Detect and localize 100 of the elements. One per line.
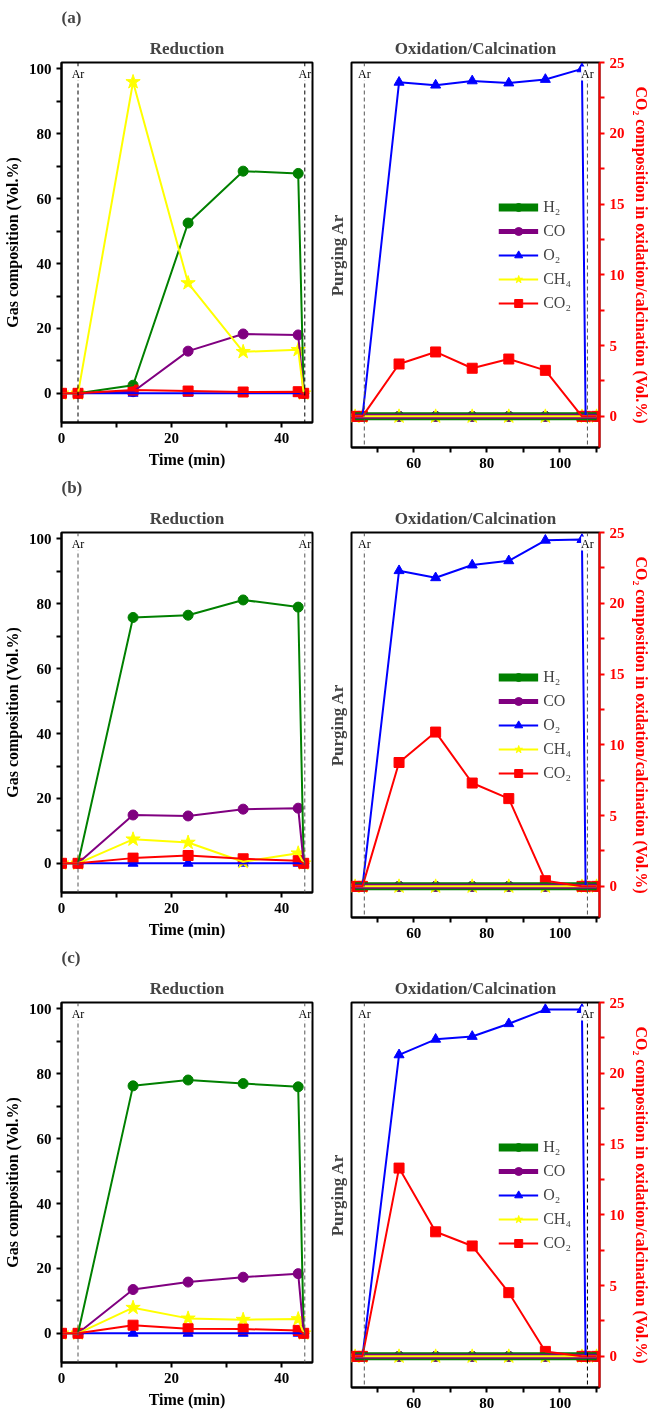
- y2-tick-label: 25: [609, 524, 625, 541]
- y2-tick-label: 10: [609, 736, 625, 753]
- text: Purging Ar: [327, 1154, 347, 1237]
- legend-label: H₂: [543, 1137, 562, 1156]
- ref-line-label: Ar: [298, 66, 312, 81]
- x-tick-label: 0: [57, 429, 66, 446]
- y-axis-title: Gas composition (Vol.%): [4, 627, 22, 798]
- text: Purging Ar: [327, 214, 347, 297]
- x-axis-title: Time (min): [148, 920, 226, 939]
- y2-tick-label: 25: [609, 54, 625, 71]
- point: [393, 358, 405, 370]
- ref-line-label: Ar: [71, 536, 85, 551]
- y-tick-label: 20: [36, 320, 52, 337]
- ref-line-label: Ar: [357, 536, 371, 551]
- x-tick-label: 0: [57, 1369, 66, 1386]
- x-tick-label: 80: [479, 1394, 495, 1411]
- y-tick-label: 20: [36, 790, 52, 807]
- ref-line-label: Ar: [298, 1006, 312, 1021]
- x-tick-label: 60: [406, 924, 422, 941]
- chart-title: Oxidation/Calcination: [394, 978, 557, 998]
- y-tick-label: 80: [36, 595, 52, 612]
- legend-label: CH₄: [543, 269, 571, 288]
- legend-label: CO₂: [543, 763, 571, 782]
- y2-tick-label: 20: [609, 595, 625, 612]
- y2-axis-title: CO₂ composition in oxidation/calcination (Vol.%): [631, 556, 650, 894]
- legend-label: O₂: [543, 245, 562, 264]
- point: [393, 1162, 405, 1174]
- point: [125, 831, 141, 846]
- legend-label: CO: [543, 1161, 566, 1180]
- y-tick-label: 20: [36, 1260, 52, 1277]
- x-tick-label: 20: [164, 1369, 180, 1386]
- x-tick-label: 0: [57, 899, 66, 916]
- text: (c): [61, 947, 81, 967]
- point: [430, 346, 442, 358]
- chart-title: Reduction: [149, 38, 225, 58]
- y2-tick-label: 20: [609, 125, 625, 142]
- legend-label: H₂: [543, 667, 562, 686]
- y-tick-label: 60: [36, 190, 52, 207]
- text: (a): [61, 7, 82, 27]
- y2-tick-label: 15: [609, 196, 625, 213]
- x-tick-label: 20: [164, 429, 180, 446]
- y2-tick-label: 15: [609, 1136, 625, 1153]
- legend-label: CH₄: [543, 1209, 571, 1228]
- x-tick-label: 100: [548, 924, 572, 941]
- legend-label: CH₄: [543, 739, 571, 758]
- y2-tick-label: 0: [609, 1348, 617, 1365]
- x-tick-label: 100: [548, 454, 572, 471]
- chart-title: Reduction: [149, 978, 225, 998]
- ref-line-label: Ar: [71, 66, 85, 81]
- x-tick-label: 100: [548, 1394, 572, 1411]
- y2-tick-label: 15: [609, 666, 625, 683]
- y2-tick-label: 10: [609, 266, 625, 283]
- y-tick-label: 100: [29, 1000, 52, 1017]
- legend-label: CO: [543, 221, 566, 240]
- y2-tick-label: 10: [609, 1206, 625, 1223]
- x-tick-label: 20: [164, 899, 180, 916]
- y-tick-label: 0: [44, 1325, 52, 1342]
- ref-line-label: Ar: [298, 536, 312, 551]
- y2-tick-label: 20: [609, 1065, 625, 1082]
- chart-title: Reduction: [149, 508, 225, 528]
- y-tick-label: 80: [36, 125, 52, 142]
- y-tick-label: 40: [36, 255, 52, 272]
- legend-label: H₂: [543, 197, 562, 216]
- ref-line-label: Ar: [581, 536, 594, 551]
- chart-title: Oxidation/Calcination: [394, 38, 557, 58]
- legend-label: CO₂: [543, 293, 571, 312]
- x-tick-label: 60: [406, 1394, 422, 1411]
- legend-label: CO: [543, 691, 566, 710]
- y-tick-label: 0: [44, 855, 52, 872]
- point: [125, 73, 141, 89]
- x-axis-title: Time (min): [148, 450, 226, 469]
- x-tick-label: 40: [274, 1369, 290, 1386]
- y2-tick-label: 5: [609, 807, 617, 824]
- y2-tick-label: 0: [609, 878, 617, 895]
- y-tick-label: 100: [29, 530, 52, 547]
- y2-tick-label: 0: [609, 408, 617, 425]
- x-tick-label: 80: [479, 924, 495, 941]
- legend-label: CO₂: [543, 1233, 571, 1252]
- ref-line-label: Ar: [581, 66, 594, 81]
- y-tick-label: 40: [36, 1195, 52, 1212]
- y2-axis-title: CO₂ composition in oxidation/calcination (Vol.%): [631, 1026, 650, 1364]
- x-tick-label: 60: [406, 454, 422, 471]
- x-tick-label: 40: [274, 429, 290, 446]
- y-tick-label: 60: [36, 1130, 52, 1147]
- y2-tick-label: 5: [609, 337, 617, 354]
- text: (b): [61, 477, 83, 497]
- y-tick-label: 40: [36, 725, 52, 742]
- y-tick-label: 0: [44, 385, 52, 402]
- y-tick-label: 100: [29, 60, 52, 77]
- ref-line-label: Ar: [357, 1006, 371, 1021]
- y-axis-title: Gas composition (Vol.%): [4, 1097, 22, 1268]
- legend-label: O₂: [543, 715, 562, 734]
- legend-label: O₂: [543, 1185, 562, 1204]
- ref-line-label: Ar: [71, 1006, 85, 1021]
- chart-title: Oxidation/Calcination: [394, 508, 557, 528]
- x-tick-label: 80: [479, 454, 495, 471]
- point: [182, 850, 194, 862]
- ref-line-label: Ar: [357, 66, 371, 81]
- y-tick-label: 60: [36, 660, 52, 677]
- y-axis-title: Gas composition (Vol.%): [4, 157, 22, 328]
